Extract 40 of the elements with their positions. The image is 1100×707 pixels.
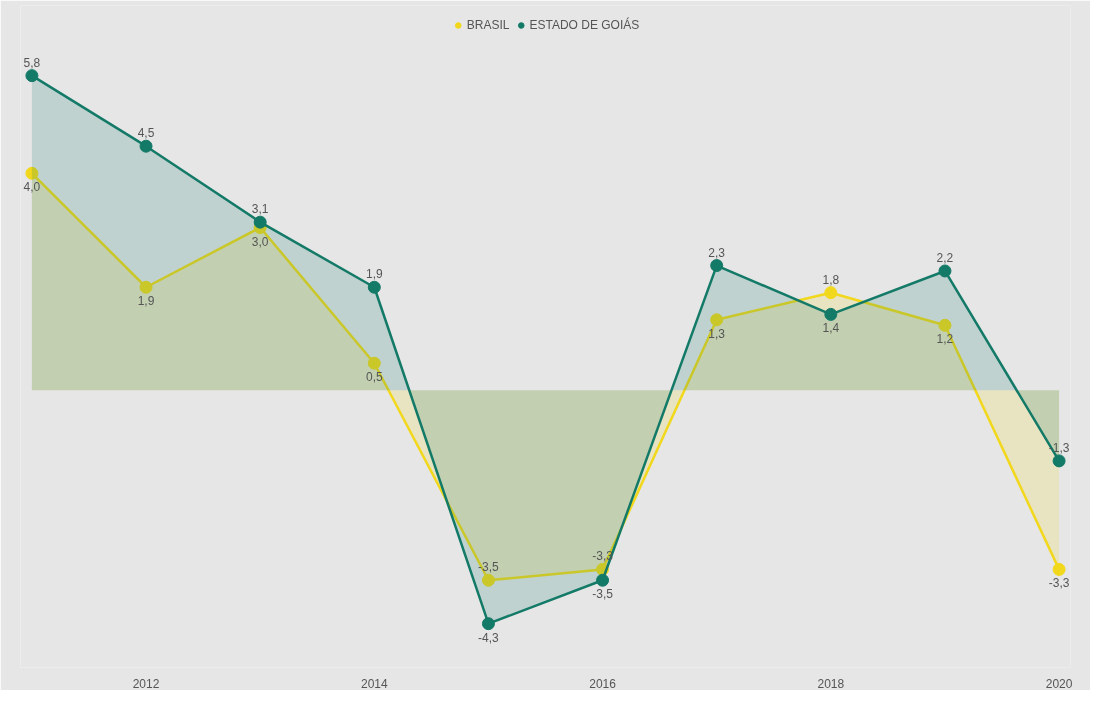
point [1052, 562, 1066, 576]
x-tick-label: 2018 [817, 676, 845, 691]
data-label: 5,8 [23, 55, 41, 70]
point [710, 313, 724, 327]
x-tick-label: 2014 [360, 676, 388, 691]
point [1052, 454, 1066, 468]
data-label: 1,9 [137, 294, 155, 309]
x-tick-label: 2012 [132, 676, 160, 691]
data-label: 2,3 [708, 245, 726, 260]
point [481, 573, 495, 587]
data-label: 0,5 [365, 370, 383, 385]
data-label: 3,1 [251, 202, 269, 217]
point [824, 307, 838, 321]
data-label: -3,5 [592, 587, 614, 602]
x-tick-label: 2020 [1045, 676, 1073, 691]
point [25, 166, 39, 180]
point [596, 573, 610, 587]
point [824, 286, 838, 300]
point [367, 280, 381, 294]
point [938, 264, 952, 278]
data-label: 2,2 [936, 250, 954, 265]
data-label: 1,9 [365, 267, 383, 282]
point [139, 280, 153, 294]
data-label: -3,3 [1048, 576, 1070, 591]
data-label: -4,3 [478, 630, 500, 645]
legend-label: BRASIL [466, 18, 510, 32]
data-label: 3,0 [251, 234, 269, 249]
x-tick-label: 2016 [589, 676, 617, 691]
point [25, 69, 39, 83]
data-label: 4,0 [23, 180, 41, 195]
point [481, 617, 495, 631]
point [253, 215, 267, 229]
point [367, 356, 381, 370]
point [938, 318, 952, 332]
data-label: 4,5 [137, 126, 155, 141]
point [139, 139, 153, 153]
data-label: 1,4 [822, 321, 840, 336]
data-label: 1,8 [822, 272, 840, 287]
legend-label: ESTADO DE GOIÁS [529, 18, 640, 32]
point [710, 259, 724, 273]
